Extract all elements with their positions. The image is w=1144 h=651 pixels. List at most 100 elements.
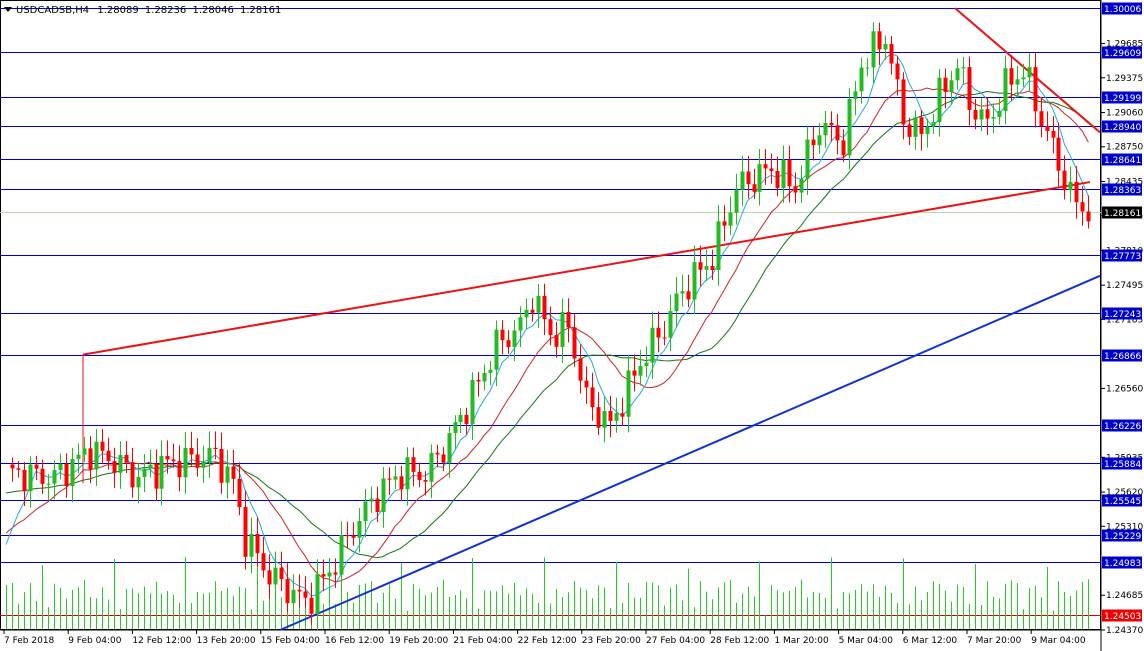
candle-125 bbox=[752, 168, 757, 199]
candle-19 bbox=[118, 441, 123, 489]
candle-72 bbox=[435, 444, 440, 468]
candle-123 bbox=[740, 155, 745, 207]
current-price-box bbox=[1102, 206, 1142, 219]
x-tick-label-8: 22 Feb 12:00 bbox=[518, 636, 577, 646]
candle-body-74 bbox=[447, 433, 452, 463]
candle-8 bbox=[52, 460, 57, 500]
candle-126 bbox=[757, 148, 762, 206]
volume-level-box bbox=[1102, 609, 1142, 622]
x-tick-label-9: 23 Feb 20:00 bbox=[582, 636, 641, 646]
candle-body-43 bbox=[261, 553, 266, 571]
candle-body-107 bbox=[644, 362, 649, 366]
candle-body-161 bbox=[967, 67, 972, 110]
candle-28 bbox=[171, 443, 176, 468]
candle-body-69 bbox=[417, 471, 422, 481]
candle-body-24 bbox=[148, 464, 153, 469]
x-tick-label-13: 5 Mar 04:00 bbox=[839, 636, 894, 646]
candle-20 bbox=[124, 441, 129, 474]
triangle-down-icon[interactable] bbox=[4, 7, 12, 12]
trendline-rising-support bbox=[82, 181, 1091, 356]
level-label-12: 1.25229 bbox=[1104, 532, 1141, 542]
candle-body-62 bbox=[375, 498, 380, 513]
candle-body-140 bbox=[841, 140, 846, 156]
candle-140 bbox=[841, 129, 846, 163]
candle-body-15 bbox=[94, 441, 99, 470]
candle-92 bbox=[554, 322, 559, 358]
candle-105 bbox=[632, 354, 637, 392]
y-tick-label-2: 1.29060 bbox=[1106, 109, 1143, 119]
candle-body-120 bbox=[722, 221, 727, 226]
x-tick-label-5: 16 Feb 12:00 bbox=[325, 636, 384, 646]
candle-21 bbox=[130, 447, 135, 498]
candle-body-4 bbox=[28, 464, 33, 492]
candle-body-94 bbox=[566, 311, 571, 328]
candle-113 bbox=[680, 274, 685, 307]
candle-body-82 bbox=[494, 329, 499, 370]
candle-94 bbox=[566, 298, 571, 343]
level-label-13: 1.24983 bbox=[1104, 559, 1141, 569]
candle-body-63 bbox=[381, 478, 386, 513]
candle-139 bbox=[835, 113, 840, 155]
candle-11 bbox=[70, 447, 75, 503]
candle-body-30 bbox=[183, 447, 188, 478]
candle-99 bbox=[596, 392, 601, 435]
candle-74 bbox=[447, 425, 452, 478]
level-label-10: 1.25884 bbox=[1104, 460, 1141, 470]
candle-108 bbox=[650, 311, 655, 379]
candle-100 bbox=[602, 395, 607, 443]
level-label-box-11 bbox=[1102, 494, 1142, 507]
candle-115 bbox=[692, 245, 697, 315]
candle-body-29 bbox=[177, 461, 182, 478]
candle-33 bbox=[201, 445, 206, 484]
candle-118 bbox=[710, 249, 715, 281]
candle-body-100 bbox=[602, 410, 607, 428]
level-label-box-3 bbox=[1102, 120, 1142, 133]
candle-159 bbox=[955, 58, 960, 90]
candle-96 bbox=[578, 344, 583, 394]
candle-47 bbox=[285, 563, 290, 613]
candle-body-83 bbox=[500, 329, 505, 341]
candle-53 bbox=[321, 559, 326, 592]
candle-body-155 bbox=[931, 122, 936, 127]
candle-119 bbox=[716, 205, 721, 286]
candle-39 bbox=[237, 462, 242, 516]
level-label-2: 1.29199 bbox=[1104, 94, 1141, 104]
candle-172 bbox=[1033, 52, 1038, 128]
candle-26 bbox=[159, 440, 164, 506]
candle-body-44 bbox=[267, 570, 272, 585]
candle-body-5 bbox=[34, 464, 39, 469]
candle-body-80 bbox=[482, 372, 487, 382]
trendline-blue-support bbox=[279, 274, 1101, 631]
candle-body-56 bbox=[339, 535, 344, 575]
candle-5 bbox=[34, 455, 39, 481]
candle-body-73 bbox=[441, 454, 446, 463]
candle-body-114 bbox=[686, 291, 691, 300]
candle-body-147 bbox=[883, 43, 888, 50]
candle-body-104 bbox=[626, 370, 631, 417]
candle-152 bbox=[913, 110, 918, 150]
candle-157 bbox=[943, 68, 948, 109]
candle-22 bbox=[136, 462, 141, 504]
candle-body-45 bbox=[273, 567, 278, 585]
candle-175 bbox=[1051, 116, 1056, 154]
candle-body-145 bbox=[871, 31, 876, 68]
candle-body-150 bbox=[901, 79, 906, 125]
chart-header: USDCADSB,H4 1.28089 1.28236 1.28046 1.28… bbox=[4, 5, 281, 16]
candle-body-65 bbox=[393, 476, 398, 480]
candle-80 bbox=[482, 364, 487, 391]
candle-body-89 bbox=[536, 295, 541, 313]
candle-120 bbox=[722, 205, 727, 242]
candle-body-51 bbox=[309, 597, 314, 614]
candle-134 bbox=[805, 126, 810, 195]
candle-body-151 bbox=[907, 124, 912, 137]
candle-body-131 bbox=[787, 159, 792, 187]
candle-131 bbox=[787, 145, 792, 203]
candle-body-76 bbox=[458, 414, 463, 423]
candle-body-55 bbox=[333, 572, 338, 575]
candle-body-84 bbox=[506, 340, 511, 348]
candle-body-11 bbox=[70, 458, 75, 486]
candle-body-116 bbox=[698, 262, 703, 270]
candle-body-144 bbox=[865, 67, 870, 69]
